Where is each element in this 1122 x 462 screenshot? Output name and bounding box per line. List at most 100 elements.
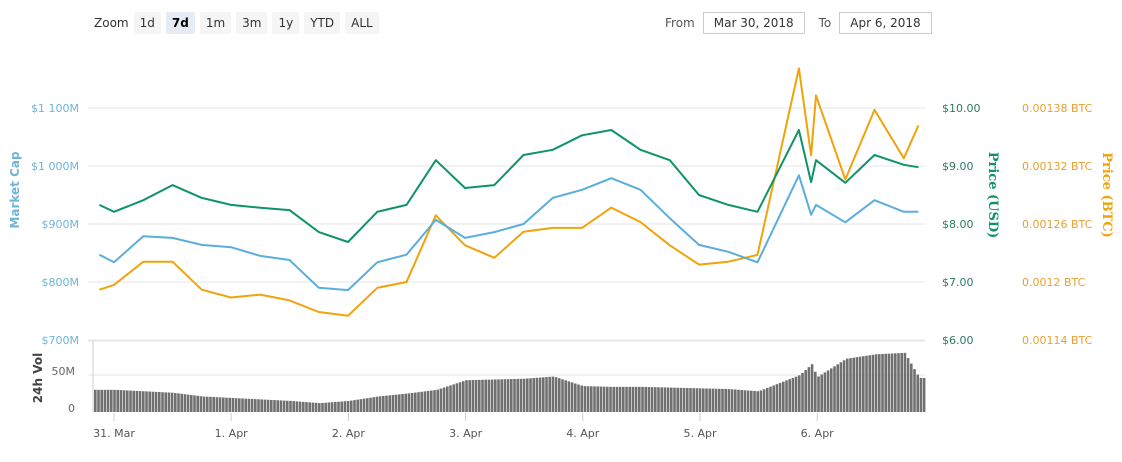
volume-bar: [743, 390, 747, 412]
zoom-all-button[interactable]: ALL: [345, 12, 379, 34]
volume-bar: [644, 386, 647, 412]
usd-line: [98, 129, 919, 243]
volume-bar: [218, 397, 222, 412]
volume-bar: [314, 402, 318, 412]
volume-bar: [673, 387, 676, 412]
volume-bar: [353, 400, 356, 412]
volume-bar: [714, 388, 718, 412]
volume-bar: [554, 377, 558, 412]
volume-bar: [362, 398, 366, 412]
volume-bar: [468, 380, 471, 412]
volume-bar: [916, 374, 919, 412]
volume-bar: [356, 399, 359, 412]
zoom-1y-button[interactable]: 1y: [272, 12, 300, 34]
volume-bar: [810, 364, 814, 412]
volume-bar: [548, 376, 551, 412]
volume-bar: [190, 394, 193, 412]
volume-bar: [382, 395, 385, 412]
x-tick-label: 6. Apr: [801, 427, 834, 440]
volume-bar: [186, 394, 190, 412]
zoom-ytd-button[interactable]: YTD: [304, 12, 341, 34]
volume-bar: [481, 379, 484, 412]
left-tick-label: $800M: [42, 276, 80, 289]
volume-bar: [298, 401, 302, 412]
volume-bar: [878, 354, 881, 412]
volume-bar: [606, 386, 609, 412]
volume-bar: [628, 386, 631, 412]
volume-bar: [807, 367, 811, 412]
volume-bar: [826, 370, 830, 412]
volume-bar: [855, 357, 859, 412]
zoom-1m-button[interactable]: 1m: [199, 12, 232, 34]
volume-tick-label: 50M: [52, 365, 76, 378]
volume-bar: [702, 388, 705, 412]
volume-bar: [167, 392, 171, 412]
volume-bar: [474, 379, 478, 412]
volume-bar: [762, 389, 766, 412]
volume-bar: [103, 389, 107, 412]
volume-bar: [375, 396, 379, 412]
volume-bar: [535, 377, 539, 412]
volume-bar: [414, 392, 417, 412]
volume-bar: [199, 396, 203, 412]
volume-bar: [257, 399, 260, 412]
volume-bar: [132, 390, 135, 412]
volume-bar: [423, 391, 427, 412]
volume-bar: [100, 389, 103, 412]
volume-bar: [321, 402, 324, 412]
volume-bar: [682, 387, 686, 412]
volume-bar: [334, 401, 337, 412]
volume-bar: [164, 392, 167, 412]
volume-bar: [660, 387, 663, 412]
x-tick-label: 31. Mar: [93, 427, 135, 440]
volume-bar: [868, 355, 871, 412]
left-tick-label: $900M: [42, 218, 80, 231]
volume-bar: [487, 379, 491, 412]
volume-bar: [308, 402, 311, 412]
zoom-1d-button[interactable]: 1d: [133, 12, 161, 34]
from-date-input[interactable]: Mar 30, 2018: [702, 12, 805, 34]
to-date-input[interactable]: Apr 6, 2018: [839, 12, 932, 34]
volume-bar: [506, 379, 510, 412]
volume-bar: [785, 380, 788, 412]
volume-bar: [919, 377, 923, 412]
volume-bar: [138, 391, 142, 412]
volume-bar: [625, 386, 628, 412]
volume-bar: [708, 388, 711, 412]
volume-bar: [305, 402, 308, 412]
volume-bar: [718, 388, 721, 412]
volume-bar: [97, 389, 100, 412]
volume-bar: [545, 377, 548, 412]
volume-bar: [388, 395, 391, 412]
volume-bar: [599, 386, 603, 412]
volume-bar: [657, 387, 660, 412]
volume-bar: [705, 388, 708, 412]
market-cap-axis-title: Market Cap: [8, 151, 22, 229]
x-tick-label: 2. Apr: [332, 427, 365, 440]
volume-bar: [551, 376, 555, 412]
volume-bar: [654, 387, 657, 412]
volume-bar: [564, 380, 567, 412]
volume-bar: [292, 401, 295, 412]
x-tick-label: 1. Apr: [215, 427, 248, 440]
volume-bar: [890, 353, 894, 412]
volume-bar: [727, 389, 731, 412]
volume-bar: [612, 386, 615, 412]
volume-bar: [366, 398, 369, 412]
volume-bar: [276, 400, 279, 412]
volume-bar: [260, 399, 263, 412]
volume-bar: [238, 398, 241, 412]
volume-bar: [270, 399, 273, 412]
zoom-7d-button[interactable]: 7d: [165, 12, 195, 34]
volume-bar: [577, 384, 580, 412]
volume-bar: [903, 352, 907, 412]
x-tick-label: 4. Apr: [566, 427, 599, 440]
zoom-3m-button[interactable]: 3m: [236, 12, 268, 34]
zoom-label: Zoom: [94, 16, 129, 30]
volume-bar: [113, 389, 116, 412]
volume-bar: [250, 398, 254, 412]
usd-tick-label: $10.00: [942, 102, 981, 115]
volume-bar: [289, 400, 292, 412]
